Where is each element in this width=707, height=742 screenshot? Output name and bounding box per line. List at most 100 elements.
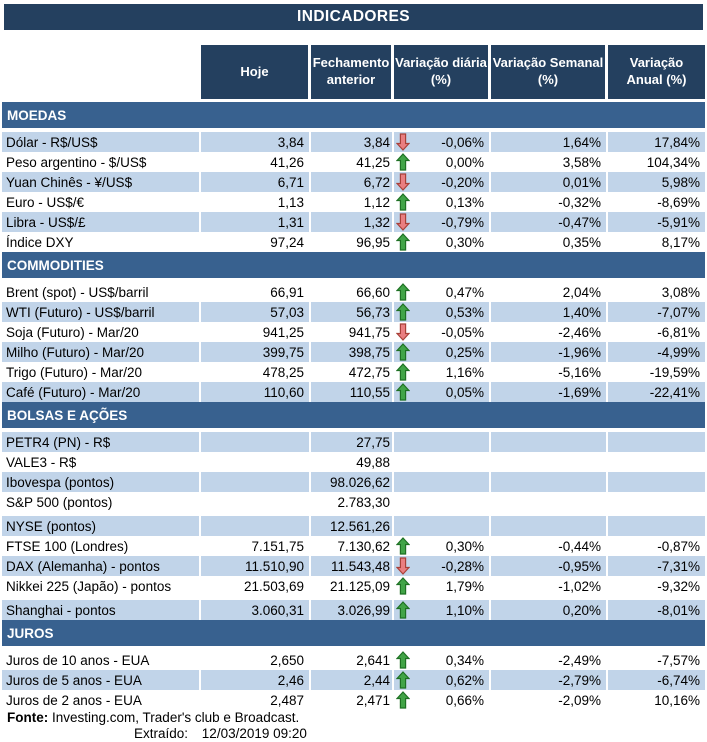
fechamento-anterior-value: 472,75 — [311, 362, 394, 382]
fechamento-anterior-value: 1,12 — [311, 192, 394, 212]
fechamento-anterior-value: 110,55 — [311, 382, 394, 402]
row-label: Soja (Futuro) - Mar/20 — [2, 322, 201, 342]
variacao-anual-value: 8,17% — [661, 234, 700, 250]
variacao-anual-value: -7,31% — [608, 556, 705, 576]
variacao-anual-value: 3,08% — [661, 284, 700, 300]
variacao-semanal-value: -1,96% — [491, 342, 608, 362]
table-row: Juros de 2 anos - EUA 2,487 2,471 0,66% -2,0… — [2, 690, 705, 710]
row-label: Ibovespa (pontos) — [2, 472, 201, 492]
row-label: Trigo (Futuro) - Mar/20 — [2, 362, 201, 382]
table-row: WTI (Futuro) - US$/barril 57,03 56,73 0,53%… — [2, 302, 705, 322]
variacao-semanal-value: 1,40% — [491, 302, 608, 322]
variacao-anual-value: 17,84% — [608, 132, 705, 152]
fechamento-anterior-value: 2,44 — [311, 670, 394, 690]
fechamento-anterior-value: 7.130,62 — [311, 536, 394, 556]
hoje-value: 399,75 — [201, 342, 311, 362]
fechamento-anterior-value: 1,32 — [311, 212, 394, 232]
hoje-value — [201, 452, 311, 472]
variacao-semanal-value: -0,44% — [491, 536, 608, 556]
variacao-anual-value: -6,81% — [657, 324, 700, 340]
row-label: FTSE 100 (Londres) — [2, 536, 201, 556]
variacao-semanal-value: -0,47% — [491, 212, 608, 232]
variacao-diaria-value: -0,20% — [441, 174, 484, 190]
row-label: NYSE (pontos) — [2, 516, 201, 536]
variacao-diaria-cell: 0,13% — [394, 192, 491, 212]
up-arrow-icon — [396, 153, 410, 171]
variacao-anual-value: 5,98% — [608, 172, 705, 192]
variacao-diaria-cell — [394, 452, 491, 472]
fechamento-anterior-value: 41,25 — [311, 152, 394, 172]
variacao-semanal-value: -0,32% — [491, 192, 608, 212]
source-line: Fonte: Investing.com, Trader's club e Br… — [7, 710, 705, 726]
column-header: Fechamento anterior — [311, 45, 394, 99]
column-header: Variação Semanal (%) — [491, 45, 608, 99]
variacao-diaria-cell — [394, 492, 491, 512]
variacao-diaria-cell: 0,05% — [394, 382, 491, 402]
fechamento-anterior-value: 66,60 — [311, 282, 394, 302]
variacao-anual-value — [608, 516, 705, 536]
variacao-anual-value: -7,57% — [657, 652, 700, 668]
table-row: Dólar - R$/US$ 3,84 3,84 -0,06% 1,64% 17,84% — [2, 132, 705, 152]
variacao-anual-value: -9,32% — [657, 578, 700, 594]
up-arrow-icon — [396, 651, 410, 669]
column-header: Hoje — [201, 45, 311, 99]
variacao-semanal-value: -0,95% — [491, 556, 608, 576]
up-arrow-icon — [396, 671, 410, 689]
table-row: Brent (spot) - US$/barril 66,91 66,60 0,47%… — [2, 282, 705, 302]
hoje-value: 11.510,90 — [201, 556, 311, 576]
fechamento-anterior-value: 11.543,48 — [311, 556, 394, 576]
fechamento-anterior-value: 6,72 — [311, 172, 394, 192]
variacao-diaria-value: -0,79% — [441, 214, 484, 230]
down-arrow-icon — [396, 323, 410, 341]
fechamento-anterior-value: 27,75 — [311, 432, 394, 452]
row-label: Juros de 10 anos - EUA — [2, 650, 201, 670]
table-row: Índice DXY 97,24 96,95 0,30% 0,35% 8,17% — [2, 232, 705, 252]
variacao-semanal-value: -2,79% — [491, 670, 608, 690]
fechamento-anterior-value: 941,75 — [311, 322, 394, 342]
variacao-anual-value — [608, 472, 705, 492]
variacao-diaria-cell: 0,53% — [394, 302, 491, 322]
fechamento-anterior-value: 3,84 — [311, 132, 394, 152]
up-arrow-icon — [396, 601, 410, 619]
variacao-diaria-cell: 0,30% — [394, 536, 491, 556]
variacao-anual-value: -7,07% — [608, 302, 705, 322]
variacao-diaria-cell: 1,16% — [394, 362, 491, 382]
up-arrow-icon — [396, 233, 410, 251]
row-label: Juros de 5 anos - EUA — [2, 670, 201, 690]
variacao-semanal-value — [491, 432, 608, 452]
variacao-anual-value: 104,34% — [646, 154, 700, 170]
variacao-diaria-cell: -0,79% — [394, 212, 491, 232]
variacao-anual-value: -8,01% — [608, 600, 705, 620]
variacao-semanal-value: -2,46% — [491, 322, 608, 342]
hoje-value — [201, 516, 311, 536]
variacao-anual-value — [608, 452, 705, 472]
hoje-value: 57,03 — [201, 302, 311, 322]
row-label: Peso argentino - $/US$ — [2, 152, 201, 172]
hoje-value: 3,84 — [201, 132, 311, 152]
variacao-semanal-value: -1,69% — [491, 382, 608, 402]
hoje-value: 2,46 — [201, 670, 311, 690]
table-row: FTSE 100 (Londres) 7.151,75 7.130,62 0,30% -… — [2, 536, 705, 556]
variacao-diaria-value: -0,05% — [441, 324, 484, 340]
hoje-value — [201, 432, 311, 452]
up-arrow-icon — [396, 537, 410, 555]
hoje-value: 1,13 — [201, 192, 311, 212]
section-header: JUROS — [2, 620, 705, 646]
variacao-anual-value: 10,16% — [654, 692, 700, 708]
variacao-anual-value: -5,91% — [608, 212, 705, 232]
fechamento-anterior-value: 56,73 — [311, 302, 394, 322]
fechamento-anterior-value: 398,75 — [311, 342, 394, 362]
row-label: VALE3 - R$ — [2, 452, 201, 472]
row-label: S&P 500 (pontos) — [2, 492, 201, 512]
table-row: VALE3 - R$ 49,88 — [2, 452, 705, 472]
variacao-semanal-value: 0,20% — [491, 600, 608, 620]
variacao-diaria-cell: 0,66% — [394, 690, 491, 710]
variacao-semanal-value — [491, 516, 608, 536]
variacao-diaria-cell — [394, 516, 491, 536]
column-header: Variação diária (%) — [394, 45, 491, 99]
hoje-value — [201, 472, 311, 492]
row-label: Nikkei 225 (Japão) - pontos — [2, 576, 201, 596]
table-row: Libra - US$/£ 1,31 1,32 -0,79% -0,47% -5,91% — [2, 212, 705, 232]
table-row: Nikkei 225 (Japão) - pontos 21.503,69 21.1… — [2, 576, 705, 596]
variacao-diaria-cell: -0,06% — [394, 132, 491, 152]
